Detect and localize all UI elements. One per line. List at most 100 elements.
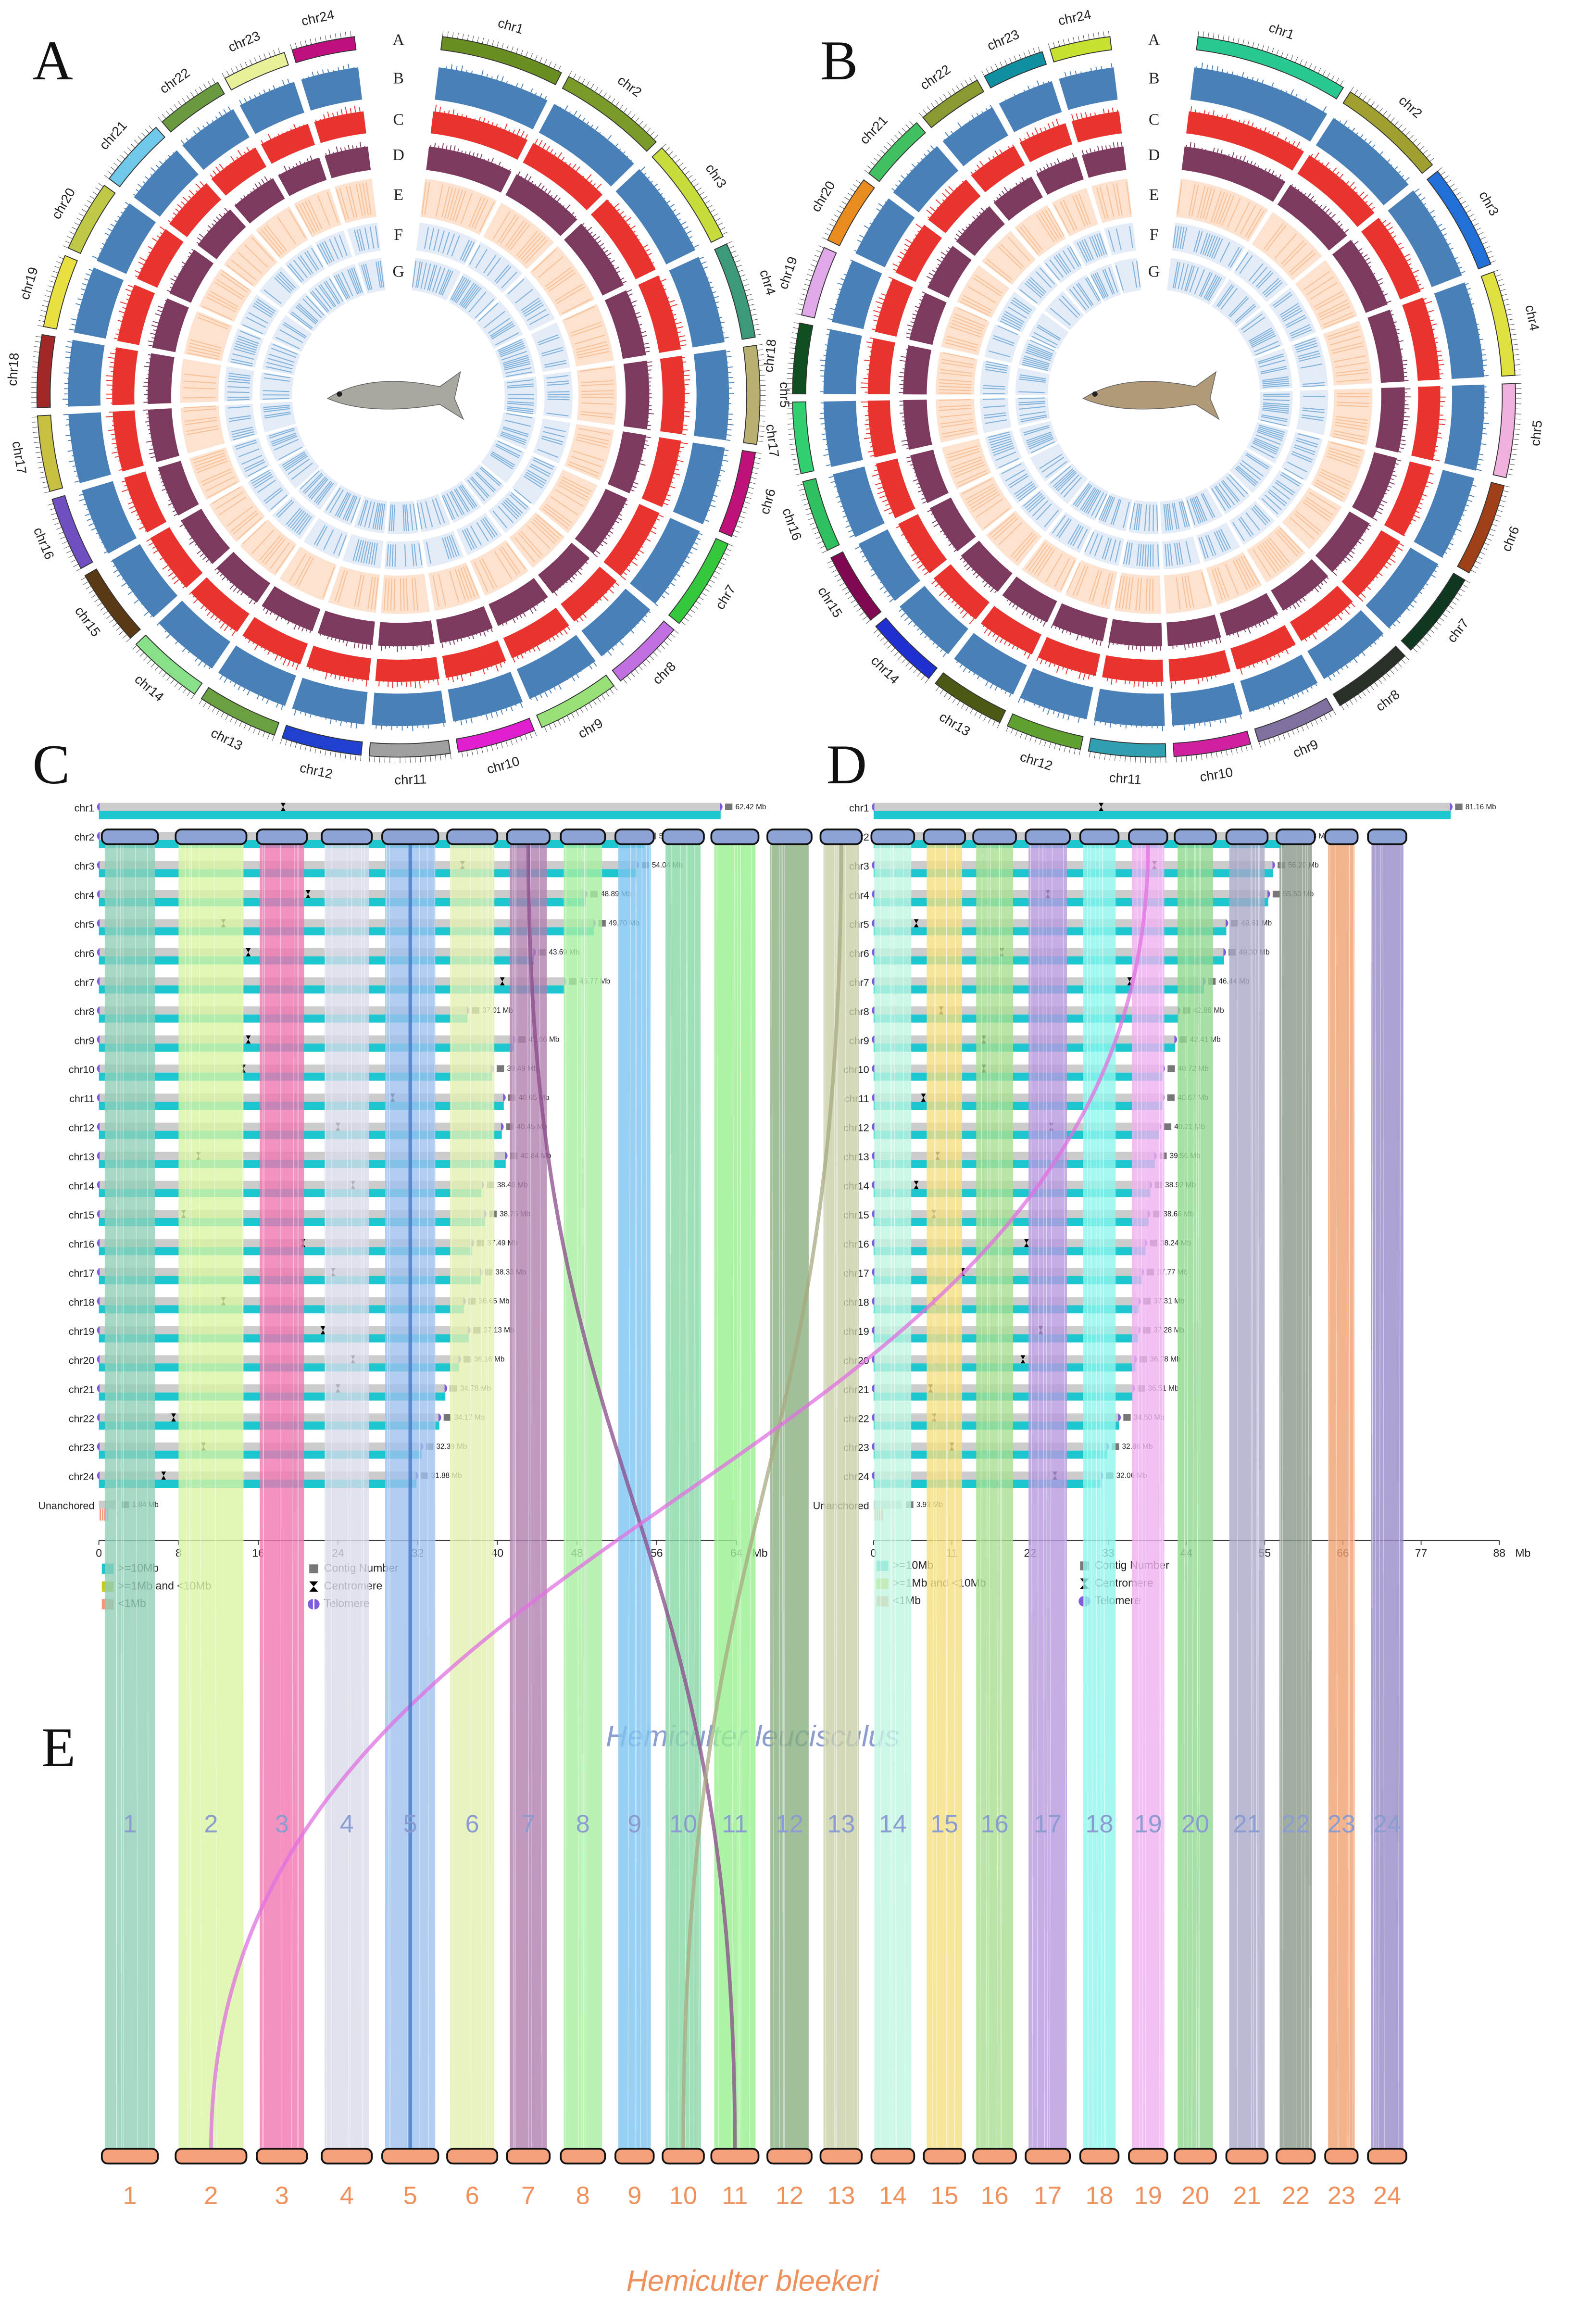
track-texture xyxy=(1007,237,1030,262)
track-texture xyxy=(1459,266,1463,269)
track-g xyxy=(308,275,346,315)
scale-tick xyxy=(653,135,658,140)
track-texture xyxy=(538,334,559,343)
track-texture xyxy=(967,286,997,304)
track-texture xyxy=(148,246,153,250)
track-texture xyxy=(960,301,990,316)
track-texture xyxy=(1015,536,1038,562)
track-texture xyxy=(213,219,217,223)
track-texture xyxy=(1447,547,1451,550)
track-texture xyxy=(283,452,306,468)
track-texture xyxy=(1391,474,1397,477)
track-texture xyxy=(505,708,508,712)
track-texture xyxy=(587,121,589,125)
scale-tick xyxy=(425,756,426,762)
track-texture xyxy=(215,116,218,119)
track-texture xyxy=(1056,517,1070,537)
track-texture xyxy=(580,411,614,415)
scale-tick xyxy=(203,702,207,707)
track-texture xyxy=(260,647,262,649)
track-texture xyxy=(358,500,367,526)
track-g xyxy=(1030,443,1071,482)
scale-tick xyxy=(42,305,48,307)
track-texture xyxy=(538,337,560,346)
scale-tick xyxy=(1397,662,1402,667)
track-texture xyxy=(633,482,639,485)
track-texture xyxy=(420,263,427,289)
track-texture xyxy=(469,245,481,265)
scale-tick xyxy=(927,106,931,112)
scale-tick xyxy=(1401,659,1406,664)
scale-tick xyxy=(978,713,982,719)
scale-tick xyxy=(1278,735,1280,741)
track-texture xyxy=(1387,159,1391,162)
scale-tick xyxy=(58,256,64,259)
scale-tick xyxy=(749,482,755,484)
track-texture xyxy=(1325,162,1329,167)
track-texture xyxy=(1228,154,1230,156)
track-texture xyxy=(218,111,222,117)
chromosome-bar xyxy=(873,1064,1164,1073)
track-texture xyxy=(206,611,211,616)
track-texture xyxy=(1238,518,1252,537)
track-texture xyxy=(192,596,195,598)
track-texture xyxy=(1235,559,1251,589)
track-texture xyxy=(491,325,515,340)
track-texture xyxy=(1193,230,1201,252)
track-texture xyxy=(1443,233,1447,236)
scale-tick xyxy=(1478,232,1484,236)
track-texture xyxy=(1091,236,1101,257)
track-texture xyxy=(197,460,228,473)
track-texture xyxy=(263,406,290,411)
track-texture xyxy=(100,248,102,250)
synteny-texture xyxy=(491,844,493,2149)
track-texture xyxy=(617,517,622,521)
track-texture xyxy=(1204,234,1213,256)
track-texture xyxy=(220,273,248,293)
contig-bar xyxy=(873,1102,1163,1110)
value-label: 81.16 Mb xyxy=(1466,803,1496,811)
track-texture xyxy=(237,150,242,156)
track-texture xyxy=(1252,335,1276,348)
row-label: chr1 xyxy=(849,803,869,814)
track-texture xyxy=(336,111,338,116)
track-texture xyxy=(242,521,266,545)
track-texture xyxy=(1019,138,1022,142)
track-texture xyxy=(990,104,992,108)
track-texture xyxy=(507,406,534,410)
synteny-texture xyxy=(147,844,149,2149)
track-texture xyxy=(247,690,250,696)
chromosome-label: chr10 xyxy=(1199,765,1234,785)
scale-tick xyxy=(803,284,810,286)
track-texture xyxy=(1257,546,1277,574)
track-texture xyxy=(1310,196,1315,200)
track-texture xyxy=(1234,202,1250,232)
fish-eye xyxy=(1092,391,1098,397)
track-texture xyxy=(529,609,534,614)
track-texture xyxy=(1328,329,1360,340)
track-texture xyxy=(1104,497,1115,523)
synteny-texture xyxy=(262,844,265,2149)
track-texture xyxy=(910,321,915,324)
track-texture xyxy=(270,494,288,510)
track-texture xyxy=(532,249,557,272)
track-texture xyxy=(1301,691,1304,695)
chromosome-arc xyxy=(1480,271,1516,377)
telomere xyxy=(97,832,100,840)
track-texture xyxy=(1091,570,1103,603)
track-texture xyxy=(1213,191,1225,223)
track-texture xyxy=(501,546,521,574)
track-texture xyxy=(359,183,366,216)
scale-tick xyxy=(1211,752,1213,759)
telomere xyxy=(871,1268,875,1276)
track-c xyxy=(1384,461,1431,536)
track-texture xyxy=(319,119,321,120)
track-texture xyxy=(231,630,236,636)
track-texture xyxy=(623,506,625,508)
telomere xyxy=(444,1384,448,1393)
scale-tick xyxy=(1451,601,1456,605)
scale-tick xyxy=(1404,655,1409,661)
track-texture xyxy=(583,176,585,177)
track-texture xyxy=(376,503,382,530)
track-texture xyxy=(149,448,154,451)
